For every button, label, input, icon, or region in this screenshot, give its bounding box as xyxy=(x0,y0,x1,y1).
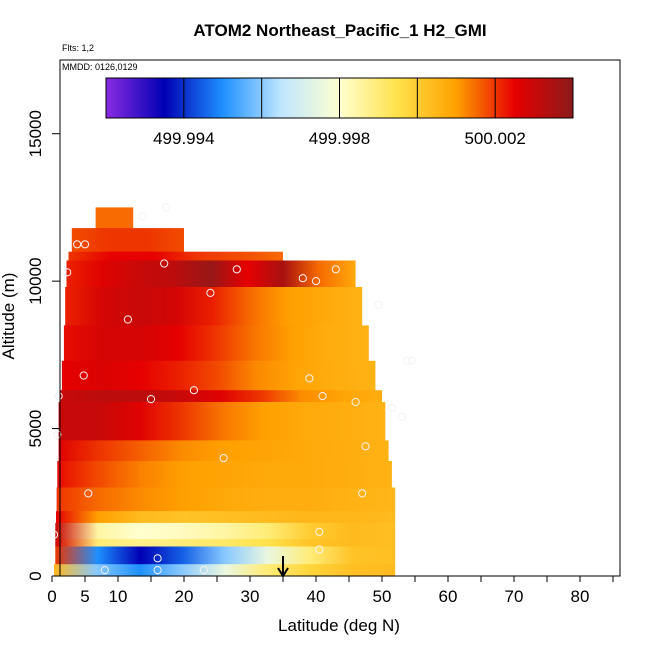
sample-point xyxy=(206,288,215,297)
sample-point xyxy=(138,212,147,221)
sample-point xyxy=(351,397,360,407)
heat-cell xyxy=(56,511,396,524)
x-tick-label: 80 xyxy=(571,587,590,606)
sample-point xyxy=(315,545,324,554)
chart-title: ATOM2 Northeast_Pacific_1 H2_GMI xyxy=(193,21,486,40)
sample-point xyxy=(73,240,82,249)
x-tick-label: 60 xyxy=(439,587,458,606)
heat-cell xyxy=(66,260,356,288)
x-tick-label: 0 xyxy=(47,587,56,606)
sample-point xyxy=(63,268,72,277)
heat-band xyxy=(63,325,369,362)
heat-band xyxy=(56,511,396,524)
colorbar: 499.994 499.998 500.002 xyxy=(105,77,574,148)
sample-point xyxy=(162,203,171,212)
sample-point xyxy=(298,274,307,283)
sample-point xyxy=(153,554,162,563)
heat-band xyxy=(58,440,389,462)
heat-band xyxy=(58,402,386,441)
x-tick-label: 40 xyxy=(307,587,326,606)
heat-cell xyxy=(95,207,134,229)
heatmap-area xyxy=(54,207,396,577)
sample-point xyxy=(79,371,88,380)
sample-point xyxy=(374,300,383,309)
heat-cell xyxy=(71,228,184,253)
colorbar-tick-label: 500.002 xyxy=(464,129,525,148)
x-tick-label: 20 xyxy=(175,587,194,606)
sample-point xyxy=(318,392,327,401)
x-tick-label: 50 xyxy=(373,587,392,606)
sample-point xyxy=(311,277,321,286)
sample-point xyxy=(146,395,156,404)
heat-band xyxy=(55,546,396,565)
sample-point xyxy=(53,430,62,439)
x-tick-label: 70 xyxy=(505,587,524,606)
heat-cell xyxy=(56,487,396,512)
sample-point xyxy=(54,392,63,401)
x-tick-label: 30 xyxy=(241,587,260,606)
y-tick-label: 5000 xyxy=(26,410,45,448)
colorbar-tick-label: 499.994 xyxy=(153,129,214,148)
x-axis-label: Latitude (deg N) xyxy=(278,616,400,635)
sample-point xyxy=(331,265,340,274)
heat-cell xyxy=(54,564,396,577)
y-tick-label: 15000 xyxy=(26,110,45,157)
sample-point xyxy=(397,412,406,421)
sample-point xyxy=(123,315,133,324)
sample-point xyxy=(160,259,169,268)
y-tick-label: 10000 xyxy=(26,257,45,304)
sample-point xyxy=(407,356,416,365)
heat-band xyxy=(56,487,396,512)
mmdd-label: MMDD: 0126,0129 xyxy=(62,62,138,72)
sample-point xyxy=(219,454,228,463)
heat-band xyxy=(95,207,134,229)
heat-band xyxy=(66,260,356,288)
heat-band xyxy=(71,228,184,253)
sample-point xyxy=(387,403,396,412)
heat-cell xyxy=(55,539,396,548)
y-axis-label: Altitude (m) xyxy=(0,273,18,360)
sample-points xyxy=(49,203,416,575)
sample-point xyxy=(315,527,324,536)
heat-band xyxy=(54,564,396,577)
heat-band xyxy=(59,390,383,403)
sample-point xyxy=(232,265,241,274)
sample-point xyxy=(358,489,367,498)
heat-cell xyxy=(59,390,383,403)
heat-band xyxy=(68,251,283,262)
sample-point xyxy=(403,356,412,365)
heat-cell xyxy=(63,325,369,362)
sample-point xyxy=(49,530,59,539)
y-axis: 0 5000 10000 15000 xyxy=(26,110,60,581)
sample-point xyxy=(80,240,90,249)
x-tick-label: 10 xyxy=(109,587,128,606)
sample-point xyxy=(100,566,109,575)
heat-cell xyxy=(55,522,396,540)
heat-cell xyxy=(58,402,386,441)
heat-cell xyxy=(55,546,396,565)
heat-cell xyxy=(57,461,392,489)
sample-point xyxy=(153,566,162,575)
sample-point xyxy=(361,442,370,451)
heat-band xyxy=(57,461,392,489)
heat-band xyxy=(55,539,396,548)
flights-label: Flts: 1,2 xyxy=(62,43,94,53)
colorbar-tick-label: 499.998 xyxy=(309,129,370,148)
heat-cell xyxy=(58,440,389,462)
heat-band xyxy=(55,522,396,540)
sample-point xyxy=(305,374,314,383)
sample-point xyxy=(84,489,93,498)
heat-cell xyxy=(68,251,283,262)
heat-band xyxy=(61,360,376,391)
sample-point xyxy=(199,566,208,575)
y-tick-label: 0 xyxy=(26,571,45,580)
sample-point xyxy=(189,386,198,395)
x-tick-label: 5 xyxy=(80,587,89,606)
heat-cell xyxy=(61,360,376,391)
x-axis: 0 5 10 20 30 40 50 60 70 80 xyxy=(47,575,614,606)
